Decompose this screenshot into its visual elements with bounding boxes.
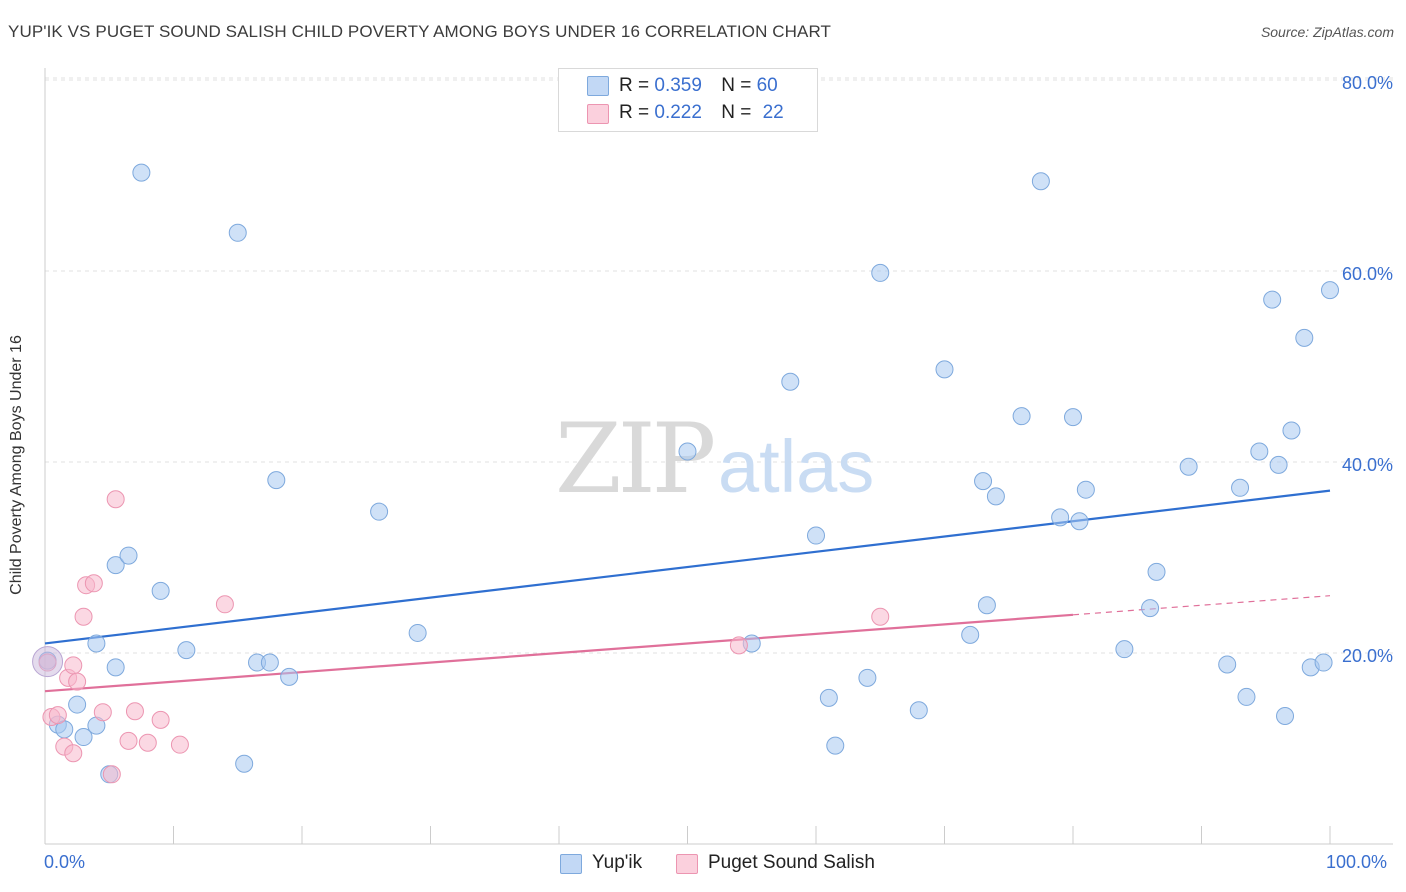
point-cluster-origin <box>32 646 64 678</box>
point-0-56 <box>1314 653 1333 672</box>
correlation-legend: R = 0.359 N = 60 R = 0.222 N = 22 <box>558 68 818 132</box>
point-0-47 <box>1231 478 1250 497</box>
y-tick-labels: 20.0% 40.0% 60.0% 80.0% <box>1342 73 1393 666</box>
point-0-51 <box>1269 455 1288 474</box>
x-tick-label-max: 100.0% <box>1326 852 1388 872</box>
trend-lines <box>44 489 1331 693</box>
watermark: ZIP atlas <box>555 403 874 515</box>
point-0-19 <box>280 667 299 686</box>
point-1-10 <box>84 574 103 593</box>
y-tick-label-60: 60.0% <box>1342 264 1393 284</box>
point-0-30 <box>909 701 928 720</box>
point-0-38 <box>1051 508 1070 527</box>
x-tick-label-min: 0.0% <box>44 852 86 872</box>
point-1-8 <box>74 607 93 626</box>
point-1-6 <box>64 744 83 763</box>
point-0-8 <box>106 658 125 677</box>
point-1-20 <box>729 636 748 655</box>
data-points <box>32 163 1339 784</box>
y-tick-label-80: 80.0% <box>1342 73 1393 93</box>
watermark-atlas: atlas <box>718 425 874 508</box>
legend-swatch-salish <box>587 104 609 124</box>
point-1-14 <box>119 731 138 750</box>
point-0-12 <box>151 581 170 600</box>
point-0-48 <box>1237 687 1256 706</box>
point-0-22 <box>678 442 697 461</box>
point-0-13 <box>177 641 196 660</box>
point-0-34 <box>977 596 996 615</box>
point-1-16 <box>138 733 157 752</box>
legend-row-yupik: R = 0.359 N = 60 <box>619 75 778 96</box>
trend-line-1 <box>44 613 1074 693</box>
point-0-25 <box>807 526 825 545</box>
point-0-45 <box>1179 457 1198 476</box>
point-0-54 <box>1295 328 1314 347</box>
point-0-33 <box>974 472 993 491</box>
point-0-3 <box>68 695 87 714</box>
point-0-36 <box>1012 407 1031 426</box>
point-0-20 <box>370 502 389 521</box>
point-0-6 <box>87 634 106 653</box>
point-1-5 <box>64 656 83 675</box>
grid-lines <box>45 77 1393 654</box>
point-0-21 <box>408 623 427 642</box>
trend-line-0 <box>44 489 1331 645</box>
chart-title: YUP'IK VS PUGET SOUND SALISH CHILD POVER… <box>8 22 832 41</box>
point-1-17 <box>151 710 170 729</box>
point-0-52 <box>1276 707 1295 726</box>
point-0-28 <box>858 668 877 687</box>
point-0-41 <box>1076 480 1095 499</box>
legend-row-salish: R = 0.222 N = 22 <box>619 102 784 123</box>
trend-line-extension-1 <box>1072 595 1331 616</box>
point-0-18 <box>267 471 286 490</box>
point-1-13 <box>106 490 125 509</box>
point-0-17 <box>260 653 279 672</box>
point-0-44 <box>1147 562 1166 581</box>
bottom-legend-swatch-salish <box>676 854 698 874</box>
point-1-15 <box>125 702 144 721</box>
legend-swatch-yupik <box>587 76 609 96</box>
bottom-legend-yupik: Yup'ik <box>592 852 643 873</box>
point-1-18 <box>170 735 189 754</box>
point-0-39 <box>1064 408 1082 427</box>
point-1-11 <box>93 703 112 722</box>
point-0-53 <box>1282 421 1301 440</box>
point-0-42 <box>1115 640 1134 659</box>
point-0-27 <box>826 736 845 755</box>
point-0-32 <box>961 625 980 644</box>
point-0-14 <box>228 223 247 242</box>
y-axis-label: Child Poverty Among Boys Under 16 <box>8 335 25 595</box>
point-0-4 <box>74 728 93 747</box>
point-0-43 <box>1141 599 1160 618</box>
point-0-35 <box>986 487 1005 506</box>
point-1-12 <box>102 765 121 784</box>
y-tick-label-20: 20.0% <box>1342 646 1393 666</box>
point-0-26 <box>819 688 838 707</box>
point-0-46 <box>1218 655 1237 674</box>
point-1-19 <box>215 595 234 614</box>
point-1-21 <box>871 607 890 626</box>
point-0-57 <box>1321 281 1339 300</box>
point-0-11 <box>132 163 151 182</box>
point-0-49 <box>1250 442 1269 461</box>
point-1-7 <box>68 672 87 691</box>
point-0-9 <box>106 556 125 575</box>
point-0-29 <box>871 263 890 282</box>
source-label: Source: ZipAtlas.com <box>1260 24 1394 40</box>
point-0-31 <box>935 360 954 379</box>
point-0-40 <box>1070 512 1089 531</box>
point-0-10 <box>119 546 138 565</box>
point-0-37 <box>1031 172 1050 191</box>
point-0-15 <box>235 754 254 773</box>
point-0-50 <box>1263 290 1282 309</box>
point-0-24 <box>781 372 800 391</box>
point-1-2 <box>48 706 67 725</box>
bottom-legend-salish: Puget Sound Salish <box>708 852 875 873</box>
bottom-legend-swatch-yupik <box>560 854 582 874</box>
y-tick-label-40: 40.0% <box>1342 455 1393 475</box>
